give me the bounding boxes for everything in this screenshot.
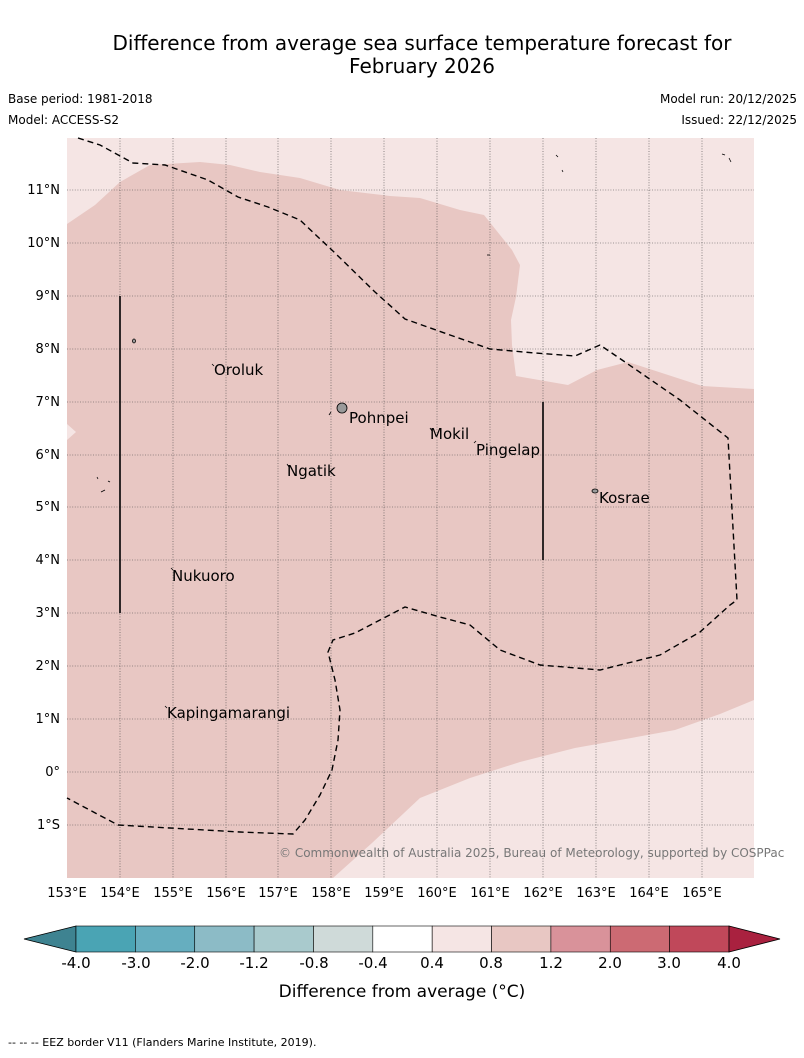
model-run: Model run: 20/12/2025 xyxy=(659,92,797,106)
lon-label: 165°E xyxy=(682,886,722,901)
colorbar-tick: 1.2 xyxy=(539,954,563,972)
chart-title: Difference from average sea surface temp… xyxy=(60,32,784,78)
colorbar: -4.0 -3.0 -2.0 -1.2 -0.8 -0.4 0.4 0.8 1.… xyxy=(23,925,781,1002)
lon-label: 154°E xyxy=(100,886,140,901)
lat-label: 5°N xyxy=(36,500,61,515)
anomaly-band-west xyxy=(67,424,76,440)
colorbar-tick: -0.4 xyxy=(358,954,387,972)
colorbar-label: Difference from average (°C) xyxy=(279,982,526,1002)
colorbar-extend-low xyxy=(23,925,77,953)
lon-label: 155°E xyxy=(153,886,193,901)
place-label-kapingamarangi: Kapingamarangi xyxy=(167,704,290,722)
small-island xyxy=(132,338,136,344)
copyright-text: © Commonwealth of Australia 2025, Bureau… xyxy=(279,846,784,860)
lat-label: 3°N xyxy=(36,606,61,621)
colorbar-segment xyxy=(431,925,492,953)
place-label-kosrae: Kosrae xyxy=(599,489,650,507)
colorbar-tick: -3.0 xyxy=(121,954,150,972)
lon-label: 156°E xyxy=(206,886,246,901)
lon-label: 163°E xyxy=(576,886,616,901)
colorbar-segment xyxy=(75,925,136,953)
colorbar-tick: 0.4 xyxy=(420,954,444,972)
lon-label: 157°E xyxy=(258,886,298,901)
title-line-1: Difference from average sea surface temp… xyxy=(112,31,732,55)
colorbar-segment xyxy=(491,925,552,953)
anomaly-band-north xyxy=(67,138,754,389)
colorbar-segment xyxy=(135,925,196,953)
atoll-markers xyxy=(96,153,732,709)
place-label-oroluk: Oroluk xyxy=(214,361,263,379)
lon-label: 162°E xyxy=(523,886,563,901)
place-label-pingelap: Pingelap xyxy=(476,441,540,459)
colorbar-tick: -4.0 xyxy=(61,954,90,972)
lat-label: 1°N xyxy=(36,712,61,727)
lat-label: 9°N xyxy=(36,289,61,304)
colorbar-tick: -1.2 xyxy=(239,954,268,972)
colorbar-tick: 0.8 xyxy=(479,954,503,972)
lat-label: 4°N xyxy=(36,553,61,568)
lat-label: 10°N xyxy=(27,236,60,251)
colorbar-tick: -2.0 xyxy=(180,954,209,972)
issued-date: Issued: 22/12/2025 xyxy=(681,113,797,127)
islands xyxy=(132,338,599,494)
colorbar-segment xyxy=(313,925,374,953)
lat-label: 2°N xyxy=(36,659,61,674)
colorbar-segment xyxy=(609,925,670,953)
model-name: Model: ACCESS-S2 xyxy=(8,113,120,127)
colorbar-segment xyxy=(372,925,433,953)
lon-label: 164°E xyxy=(629,886,669,901)
colorbar-tick: -0.8 xyxy=(299,954,328,972)
lon-label: 159°E xyxy=(364,886,404,901)
pohnpei-island xyxy=(336,402,348,414)
lon-label: 160°E xyxy=(417,886,457,901)
colorbar-extend-high xyxy=(728,925,781,953)
place-label-mokil: Mokil xyxy=(430,425,469,443)
footer-note: -- -- -- EEZ border V11 (Flanders Marine… xyxy=(8,1036,317,1049)
colorbar-tick: 2.0 xyxy=(598,954,622,972)
lat-label: 8°N xyxy=(36,342,61,357)
colorbar-segment xyxy=(194,925,255,953)
eez-border xyxy=(66,137,738,835)
anomaly-band-east-edge xyxy=(752,232,754,236)
colorbar-segment xyxy=(550,925,611,953)
lon-label: 153°E xyxy=(47,886,87,901)
place-label-nukuoro: Nukuoro xyxy=(172,567,235,585)
title-line-2: February 2026 xyxy=(349,54,495,78)
lat-label: 1°S xyxy=(37,818,60,833)
colorbar-segment xyxy=(253,925,314,953)
lat-label: 6°N xyxy=(36,448,61,463)
lon-label: 158°E xyxy=(311,886,351,901)
lat-label: 0° xyxy=(45,765,60,780)
colorbar-tick: 4.0 xyxy=(717,954,741,972)
colorbar-segments xyxy=(23,925,781,953)
place-label-ngatik: Ngatik xyxy=(287,462,336,480)
lon-label: 161°E xyxy=(470,886,510,901)
place-label-pohnpei: Pohnpei xyxy=(349,409,409,427)
base-period: Base period: 1981-2018 xyxy=(8,92,153,106)
lat-label: 11°N xyxy=(27,183,60,198)
lat-label: 7°N xyxy=(36,395,61,410)
kosrae-island xyxy=(591,488,599,494)
colorbar-segment xyxy=(669,925,730,953)
colorbar-tick: 3.0 xyxy=(657,954,681,972)
